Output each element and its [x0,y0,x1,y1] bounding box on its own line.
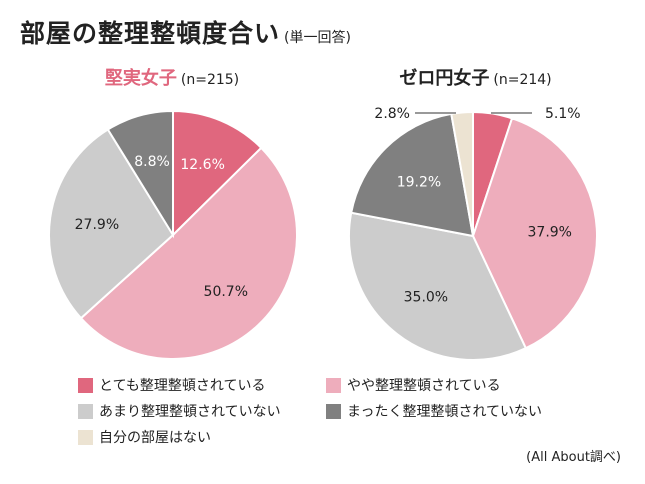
pie-1-slice-1 [172,109,263,238]
legend-swatch [78,403,93,419]
pie-1-value-label-4: 8.8% [134,154,170,170]
legend-label: とても整理整頓されている [99,378,266,394]
pie-2-value-label-5: 2.8% [374,106,410,122]
legend-swatch [78,377,93,393]
pie-2-value-label-2: 37.9% [528,224,572,240]
legend-swatch [326,377,341,393]
page-title: 部屋の整理整頓度合い (単一回答) [20,14,351,50]
title-text: 部屋の整理整頓度合い [20,19,281,48]
chart-1-n: (n=215) [180,72,240,88]
legend-label: 自分の部屋はない [99,430,211,446]
legend-label: まったく整理整頓されていない [347,404,543,420]
source-note: (All About調べ) [526,450,621,465]
chart-2-title: ゼロ円女子 (n=214) [368,64,583,90]
pie-1-value-label-1: 12.6% [180,157,224,173]
pie-1-value-label-3: 27.9% [75,217,119,233]
legend-label: あまり整理整頓されていない [99,404,281,420]
title-subtitle: (単一回答) [284,30,351,46]
pie-1-slice-2 [79,146,298,360]
chart-1-title-text: 堅実女子 [104,68,177,89]
legend-swatch [326,403,341,419]
pie-2-slice-3 [348,211,528,362]
legend-item-very-tidy: とても整理整頓されている [78,375,326,395]
legend: とても整理整頓されている やや整理整頓されている あまり整理整頓されていない ま… [78,375,598,447]
pie-2-value-label-4: 19.2% [397,174,441,190]
pie-1-value-label-2: 50.7% [204,284,248,300]
pie-1-slice-3 [48,128,175,320]
pie-1-slice-4 [106,109,174,239]
legend-item-not-tidy-at-all: まったく整理整頓されていない [326,401,586,421]
pie-2-slice-4 [350,112,475,238]
legend-item-not-very-tidy: あまり整理整頓されていない [78,401,326,421]
chart-2-title-text: ゼロ円女子 [399,68,490,89]
pie-2-value-label-1: 5.1% [545,106,581,122]
pie-2-slice-5 [450,110,474,237]
legend-swatch [78,429,93,445]
chart-1-title: 堅実女子 (n=215) [72,64,272,90]
legend-item-somewhat-tidy: やや整理整頓されている [326,375,586,395]
chart-2-n: (n=214) [493,72,552,88]
legend-item-no-own-room: 自分の部屋はない [78,427,326,447]
legend-label: やや整理整頓されている [347,378,501,394]
pie-2-value-label-3: 35.0% [404,290,448,306]
pie-2-slice-2 [471,117,598,350]
